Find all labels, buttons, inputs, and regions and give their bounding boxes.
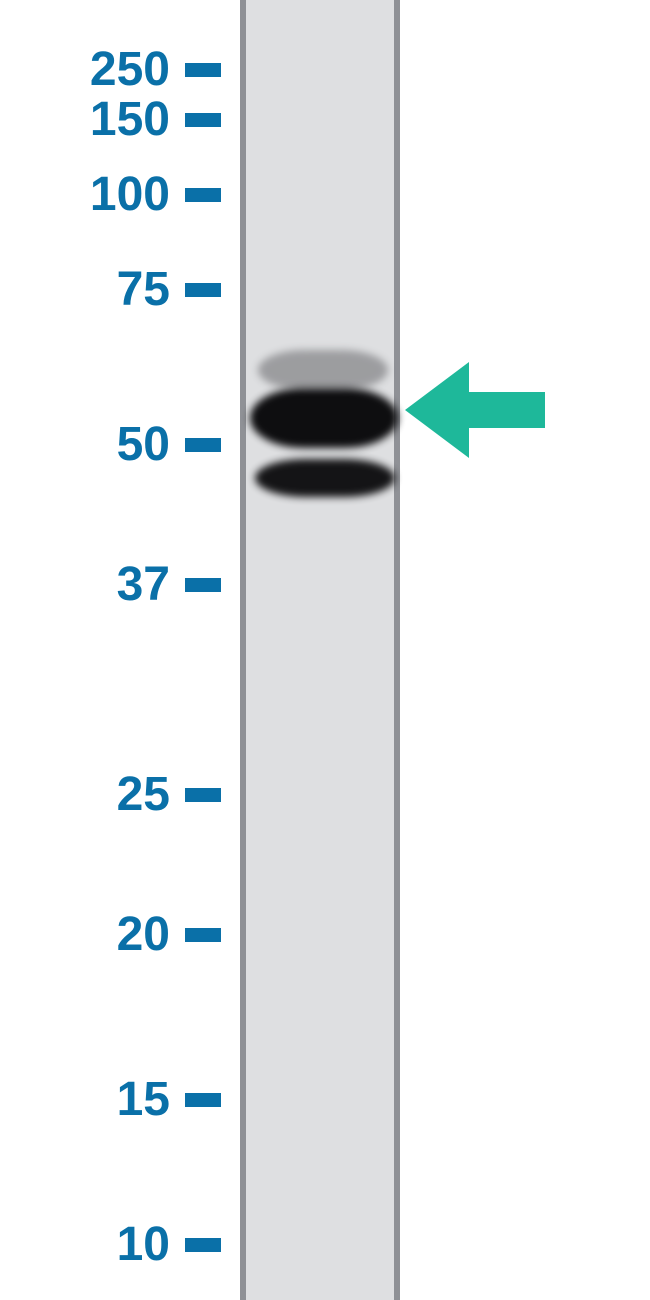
- mw-label-15: 15: [117, 1072, 170, 1127]
- mw-label-75: 75: [117, 262, 170, 317]
- mw-tick-150: [185, 113, 221, 127]
- mw-label-20: 20: [117, 907, 170, 962]
- mw-label-150: 150: [90, 92, 170, 147]
- mw-label-100: 100: [90, 167, 170, 222]
- mw-tick-50: [185, 438, 221, 452]
- mw-label-250: 250: [90, 42, 170, 97]
- blot-lane: [240, 0, 400, 1300]
- lower-band: [255, 459, 395, 497]
- mw-tick-37: [185, 578, 221, 592]
- haze-above: [258, 350, 388, 390]
- mw-label-50: 50: [117, 417, 170, 472]
- upper-band: [250, 388, 398, 448]
- target-arrow-icon: [405, 362, 545, 458]
- mw-tick-250: [185, 63, 221, 77]
- mw-tick-20: [185, 928, 221, 942]
- mw-tick-100: [185, 188, 221, 202]
- mw-tick-15: [185, 1093, 221, 1107]
- mw-label-37: 37: [117, 557, 170, 612]
- mw-tick-25: [185, 788, 221, 802]
- mw-tick-10: [185, 1238, 221, 1252]
- mw-label-10: 10: [117, 1217, 170, 1272]
- mw-tick-75: [185, 283, 221, 297]
- blot-canvas: 250150 100 75 50 37 25 20 15 10: [0, 0, 650, 1300]
- mw-label-25: 25: [117, 767, 170, 822]
